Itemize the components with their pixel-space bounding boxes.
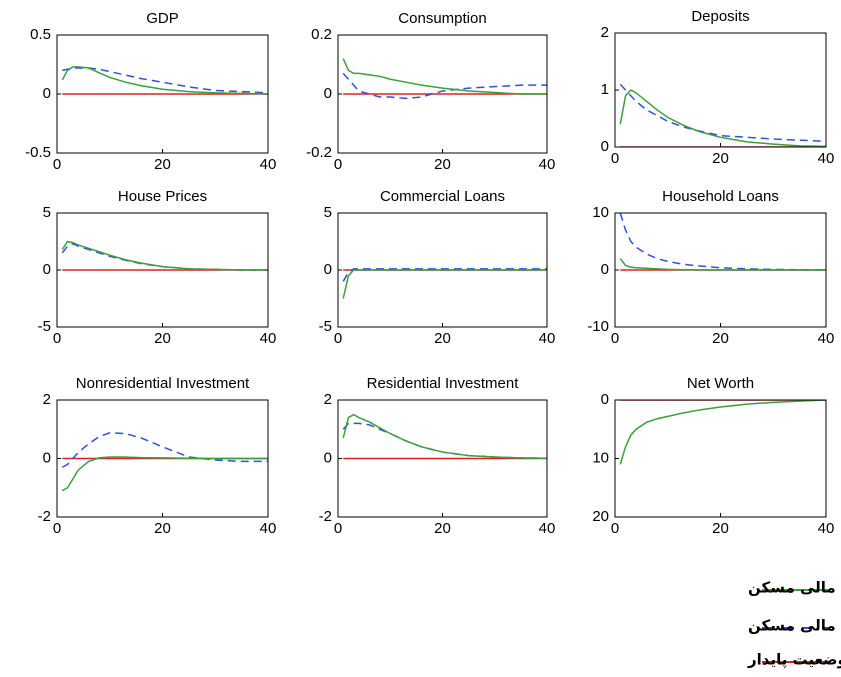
series-line	[619, 258, 826, 271]
x-tick-label: 40	[260, 520, 277, 537]
chart-title: Consumption	[398, 10, 486, 27]
y-tick-label: 0	[601, 261, 609, 278]
y-tick-label: -0.2	[306, 144, 332, 161]
y-tick-label: 0.2	[311, 26, 332, 43]
y-tick-label: 2	[324, 391, 332, 408]
plot-frame	[337, 399, 548, 518]
x-tick-label: 40	[539, 330, 556, 347]
plot-frame	[56, 34, 269, 154]
x-tick-label: 40	[260, 330, 277, 347]
y-tick-label: 10	[592, 204, 609, 221]
series-line	[342, 58, 547, 95]
y-tick-label: -10	[587, 318, 609, 335]
series-line	[61, 242, 268, 271]
series-line	[619, 83, 826, 143]
series-line	[61, 66, 268, 95]
series-line	[62, 67, 268, 94]
y-tick-label: 0	[43, 85, 51, 102]
series-line	[61, 456, 268, 492]
legend-label: مدل بدون وجود تأمین مالی مسکن	[748, 616, 841, 635]
x-tick-label: 0	[611, 150, 619, 167]
x-tick-label: 40	[818, 330, 835, 347]
x-tick-label: 20	[712, 520, 729, 537]
y-tick-label: -5	[319, 318, 332, 335]
y-tick-label: 5	[324, 204, 332, 221]
plot-frame	[614, 32, 827, 148]
series-line	[342, 72, 547, 100]
plot-frame	[337, 34, 548, 154]
series-line	[342, 422, 547, 459]
x-tick-label: 40	[539, 520, 556, 537]
x-tick-label: 20	[154, 520, 171, 537]
y-tick-label: 0	[324, 449, 332, 466]
y-tick-label: 0.5	[30, 26, 51, 43]
y-tick-label: 0	[601, 138, 609, 155]
y-tick-label: 0	[43, 449, 51, 466]
x-tick-label: 20	[154, 330, 171, 347]
plot-frame	[614, 212, 827, 328]
y-tick-label: 0	[601, 391, 609, 408]
series-line	[342, 268, 547, 282]
y-tick-label: 1	[601, 81, 609, 98]
y-tick-label: 0	[324, 85, 332, 102]
x-tick-label: 0	[334, 156, 342, 173]
x-tick-label: 40	[260, 156, 277, 173]
series-line	[619, 213, 826, 271]
series-line	[342, 269, 547, 299]
x-tick-label: 40	[539, 156, 556, 173]
x-tick-label: 20	[712, 150, 729, 167]
plot-frame	[56, 212, 269, 328]
y-tick-label: -2	[38, 508, 51, 525]
chart-title: Deposits	[691, 8, 749, 25]
series-line	[619, 400, 826, 465]
legend-label: وضعیت پایدار	[747, 651, 841, 670]
x-tick-label: 0	[53, 156, 61, 173]
y-tick-label: 20	[592, 508, 609, 525]
chart-title: GDP	[146, 10, 179, 27]
chart-title: Net Worth	[687, 375, 754, 392]
x-tick-label: 0	[334, 520, 342, 537]
chart-title: House Prices	[118, 188, 207, 205]
series-line	[342, 413, 547, 459]
x-tick-label: 0	[53, 520, 61, 537]
x-tick-label: 0	[611, 520, 619, 537]
series-line	[61, 240, 268, 271]
series-line	[61, 432, 268, 468]
x-tick-label: 20	[434, 330, 451, 347]
y-tick-label: -5	[38, 318, 51, 335]
x-tick-label: 20	[434, 520, 451, 537]
x-tick-label: 20	[434, 156, 451, 173]
series-line	[619, 89, 826, 147]
y-tick-label: 10	[592, 449, 609, 466]
y-tick-label: 0	[324, 261, 332, 278]
y-tick-label: 0	[43, 261, 51, 278]
legend-label: مدل با وجود تأمین مالی مسکن	[748, 578, 841, 597]
y-tick-label: 2	[601, 24, 609, 41]
chart-title: Residential Investment	[367, 375, 520, 392]
plot-frame	[614, 399, 827, 518]
x-tick-label: 0	[611, 330, 619, 347]
y-tick-label: 5	[43, 204, 51, 221]
plot-frame	[56, 399, 269, 518]
x-tick-label: 40	[818, 150, 835, 167]
x-tick-label: 20	[712, 330, 729, 347]
x-tick-label: 0	[53, 330, 61, 347]
plot-frame	[337, 212, 548, 328]
x-tick-label: 40	[818, 520, 835, 537]
x-tick-label: 0	[334, 330, 342, 347]
x-tick-label: 20	[154, 156, 171, 173]
y-tick-label: 2	[43, 391, 51, 408]
y-tick-label: -0.5	[25, 144, 51, 161]
y-tick-label: -2	[319, 508, 332, 525]
chart-title: Nonresidential Investment	[76, 375, 250, 392]
chart-title: Commercial Loans	[380, 188, 505, 205]
chart-title: Household Loans	[662, 188, 779, 205]
